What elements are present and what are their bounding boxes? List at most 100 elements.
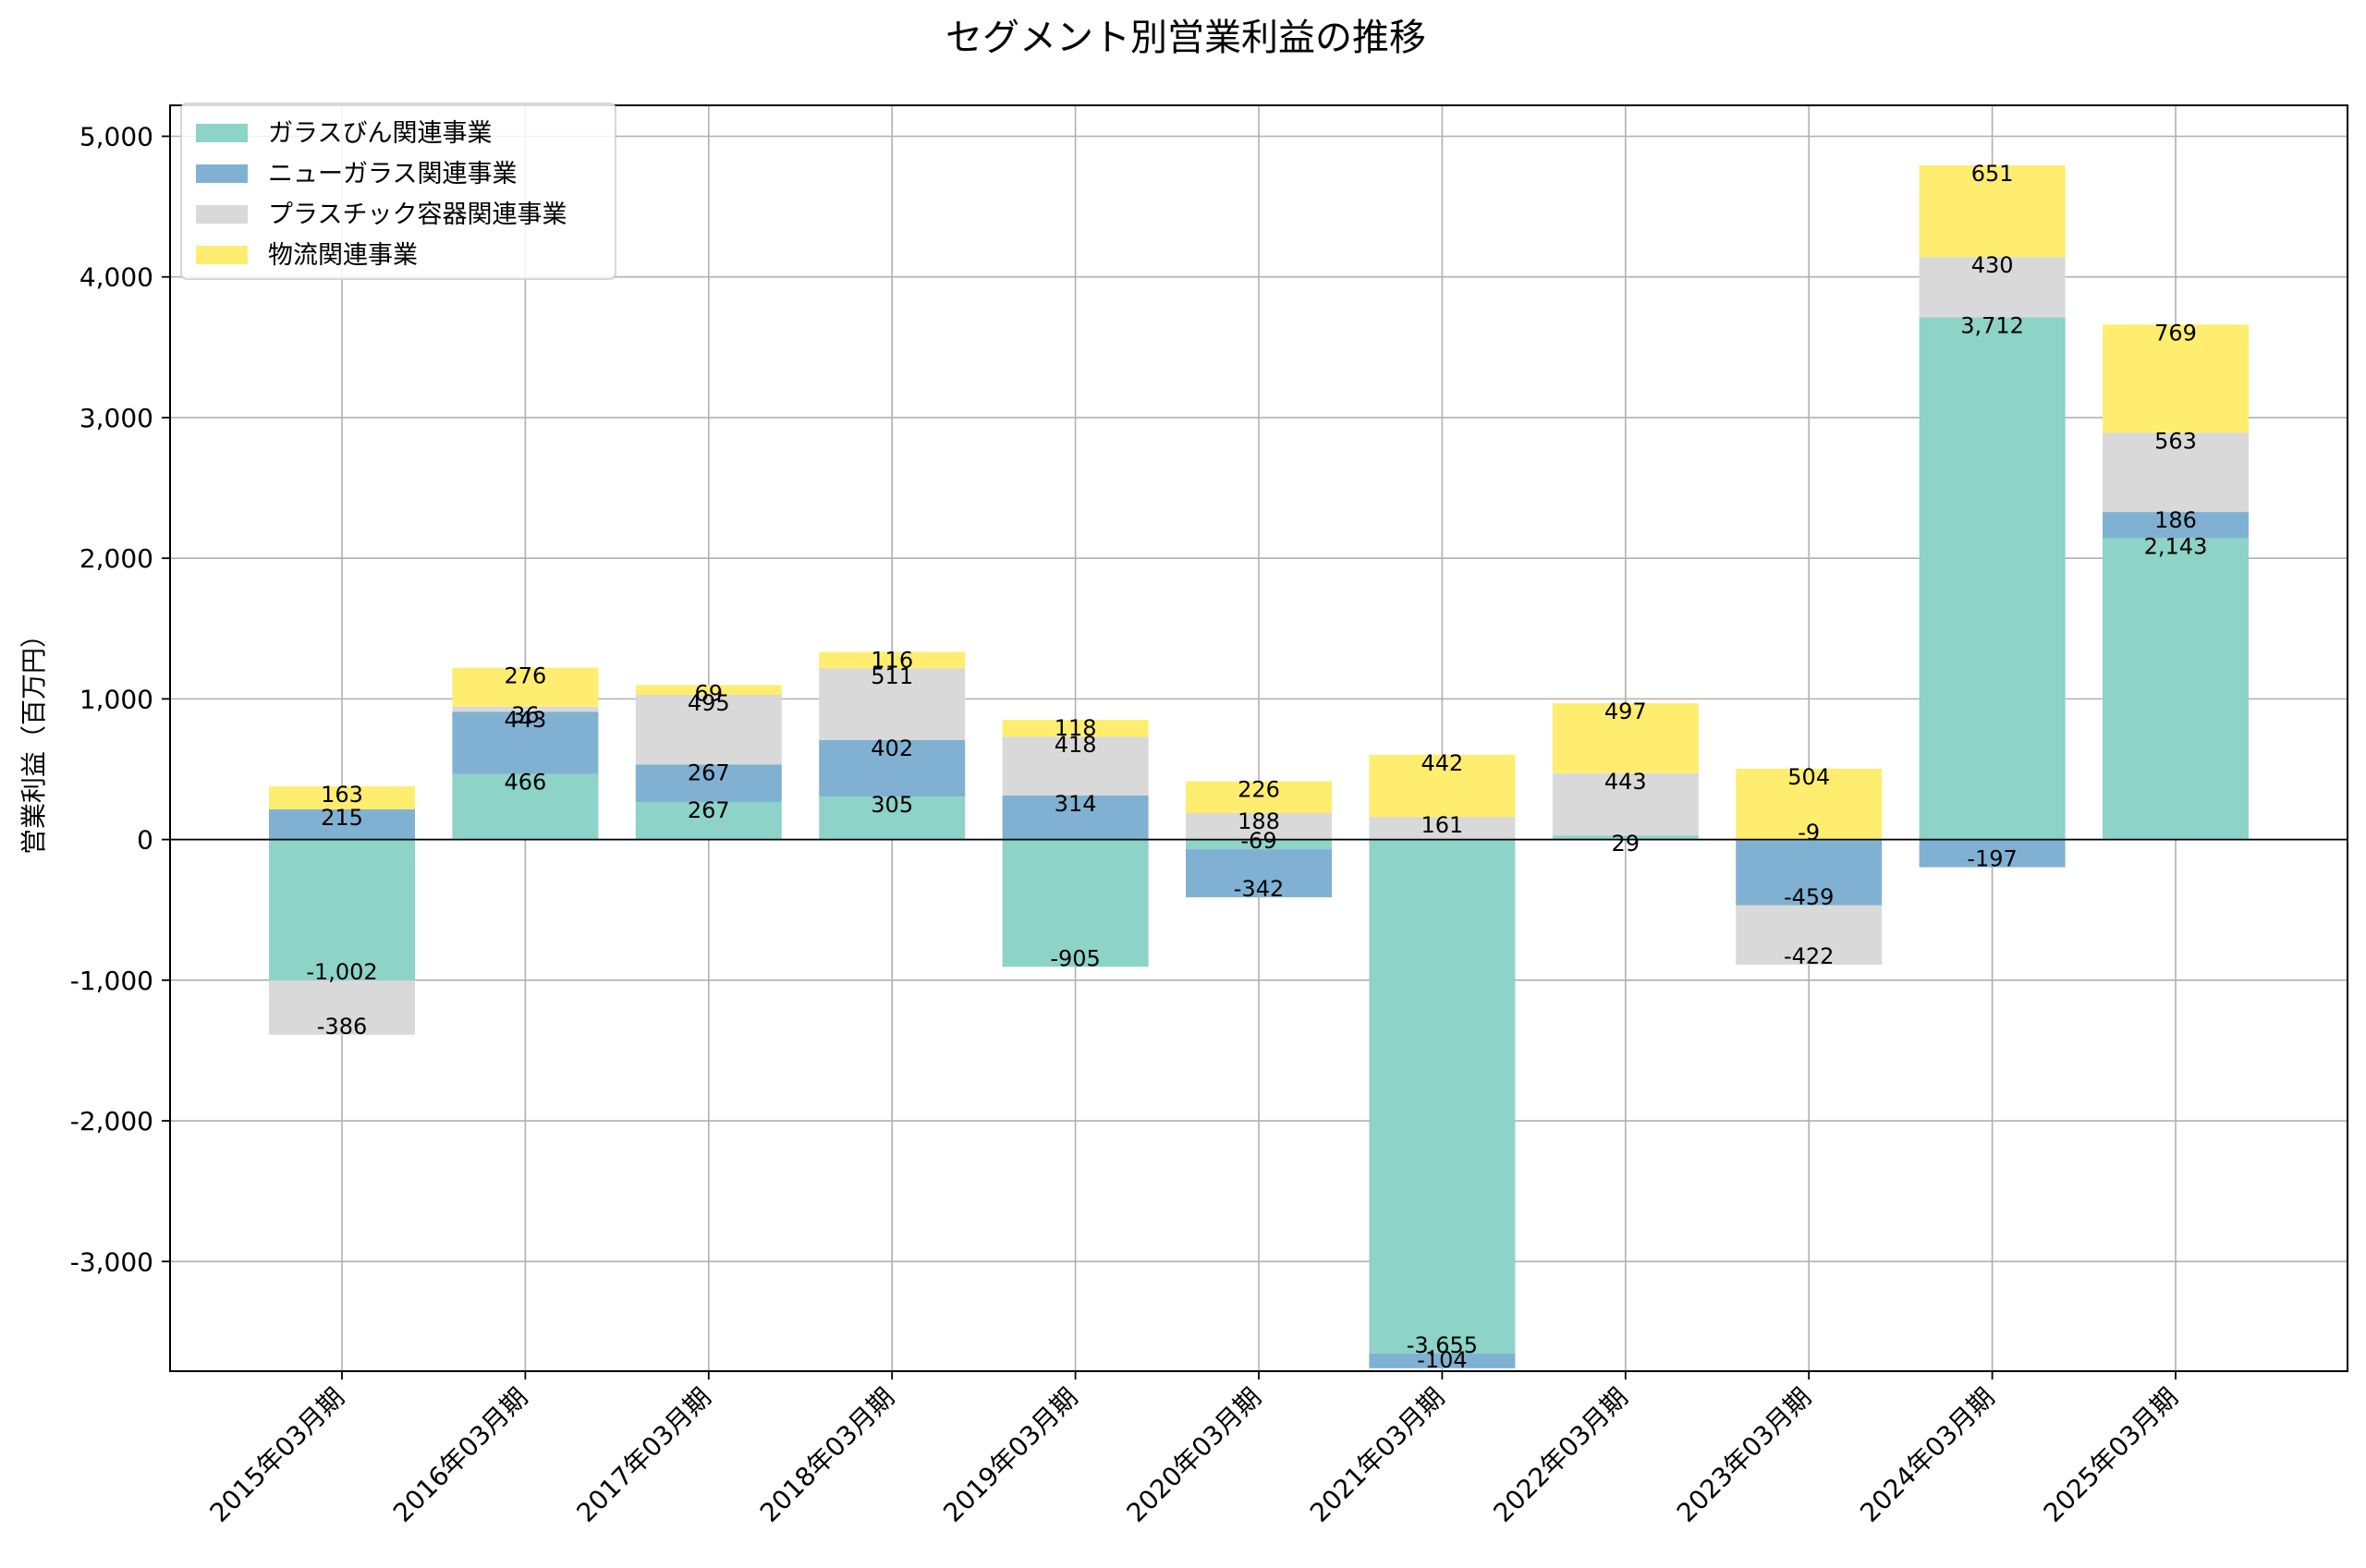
y-tick-label: 4,000 — [79, 262, 153, 293]
x-tick-label: 2020年03月期 — [1121, 1382, 1267, 1528]
x-tick-label: 2024年03月期 — [1854, 1382, 2000, 1528]
legend-swatch — [196, 246, 248, 264]
y-tick-label: -1,000 — [70, 966, 153, 996]
bar-segment — [1369, 817, 1516, 840]
data-label: 215 — [321, 805, 363, 831]
x-tick-label: 2023年03月期 — [1671, 1382, 1817, 1528]
bar-segment — [1002, 839, 1149, 967]
bar-segment — [1736, 905, 1883, 966]
data-label: -69 — [1240, 828, 1276, 854]
x-axis: 2015年03月期 2016年03月期 2017年03月期 2018年03月期 2019… — [204, 1371, 2184, 1528]
data-label: -459 — [1784, 884, 1834, 910]
bar-segment — [1552, 772, 1699, 836]
bar-segment — [1186, 849, 1332, 898]
data-label: 443 — [1604, 769, 1647, 795]
legend-swatch — [196, 205, 248, 224]
x-tick-label: 2015年03月期 — [204, 1382, 350, 1528]
data-label: 769 — [2154, 320, 2197, 346]
bar-segment — [1552, 703, 1699, 773]
bar-segment — [635, 801, 782, 840]
legend-label: 物流関連事業 — [268, 241, 418, 270]
data-label: 276 — [504, 663, 546, 689]
legend-box — [180, 103, 616, 280]
legend-label: ニューガラス関連事業 — [268, 160, 517, 188]
data-label: 226 — [1238, 777, 1280, 803]
bar-segment — [1186, 812, 1332, 840]
bar-segment — [269, 980, 415, 1035]
data-label: 418 — [1055, 732, 1097, 758]
bar-segment — [819, 739, 966, 797]
bar-segment — [1919, 257, 2066, 318]
data-label: -342 — [1234, 876, 1284, 902]
y-tick-label: 2,000 — [79, 543, 153, 574]
y-tick-label: 0 — [137, 825, 153, 856]
data-label: 118 — [1055, 715, 1097, 741]
bar-segment — [452, 667, 599, 707]
bar-segment — [452, 711, 599, 774]
data-label: 2,143 — [2144, 533, 2208, 559]
data-label: 443 — [504, 707, 546, 733]
data-label: 267 — [688, 760, 730, 785]
y-tick-label: -2,000 — [70, 1106, 153, 1136]
y-tick-label: 3,000 — [79, 403, 153, 433]
bar-segment — [635, 694, 782, 765]
y-axis-label: 営業利益（百万円） — [18, 622, 49, 855]
data-label: 430 — [1971, 252, 2014, 278]
data-label: 511 — [871, 663, 913, 689]
bar-segment — [2103, 512, 2249, 539]
bar-segment — [1919, 317, 2066, 840]
bar-segment — [1369, 839, 1516, 1354]
legend-swatch — [196, 164, 248, 183]
data-label: 267 — [688, 797, 730, 823]
bar-segment — [1002, 720, 1149, 737]
bar-segment — [2103, 324, 2249, 433]
bar-segment — [1002, 736, 1149, 796]
bar-segment — [635, 764, 782, 802]
x-tick-label: 2018年03月期 — [754, 1382, 900, 1528]
bar-segment — [635, 685, 782, 695]
data-label: 116 — [871, 648, 913, 674]
bar-segment — [819, 668, 966, 740]
data-label: 3,712 — [1960, 313, 2024, 339]
data-label: -9 — [1798, 820, 1820, 845]
data-label: -1,002 — [306, 959, 377, 985]
data-label: -104 — [1417, 1347, 1467, 1373]
y-tick-label: 5,000 — [79, 121, 153, 152]
y-tick-label: -3,000 — [70, 1246, 153, 1277]
data-label: 563 — [2154, 428, 2197, 454]
data-label: 442 — [1421, 750, 1463, 776]
data-label: 314 — [1055, 791, 1097, 817]
data-label: -197 — [1967, 846, 2017, 872]
legend-label: ガラスびん関連事業 — [268, 119, 492, 148]
bar-segment — [1736, 768, 1883, 840]
data-label: 161 — [1421, 812, 1463, 838]
y-tick-label: 1,000 — [79, 684, 153, 714]
bar-labels: -1,002 466 267 305 -905 -69 -3,655 29 -9 3,712 2,1… — [306, 161, 2207, 1373]
x-tick-label: 2021年03月期 — [1304, 1382, 1450, 1528]
bar-segment — [819, 651, 966, 669]
bar-segment — [1552, 835, 1699, 840]
data-label: -422 — [1784, 943, 1834, 969]
data-label: 36 — [511, 702, 540, 728]
bar-segment — [2103, 538, 2249, 840]
bar-segment — [1186, 839, 1332, 850]
bar-segment — [1736, 840, 1883, 906]
data-label: 497 — [1604, 699, 1647, 724]
bar-segment — [1919, 839, 2066, 868]
x-tick-label: 2017年03月期 — [570, 1382, 716, 1528]
data-label: -905 — [1050, 945, 1100, 971]
bar-segment — [1002, 795, 1149, 840]
bar-segment — [819, 796, 966, 840]
legend-swatch — [196, 124, 248, 142]
data-label: 466 — [504, 770, 546, 796]
y-axis: -3,000 -2,000 -1,000 0 1,000 2,000 3,000 4,000 5… — [70, 121, 170, 1277]
bar-segment — [1186, 781, 1332, 813]
bar-segment — [1369, 1353, 1516, 1368]
data-label: -3,655 — [1407, 1332, 1478, 1358]
bar-segment — [1369, 754, 1516, 818]
bar-segment — [269, 839, 415, 981]
bar-segment — [1919, 164, 2066, 258]
data-label: 495 — [688, 690, 730, 716]
